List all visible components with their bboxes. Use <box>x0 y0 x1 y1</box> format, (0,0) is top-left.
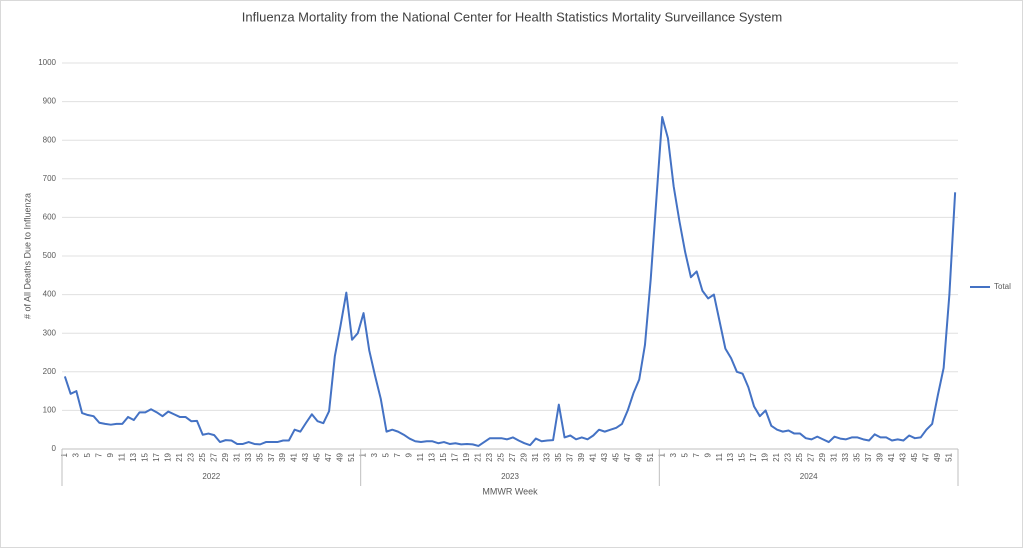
x-tick-label: 41 <box>290 452 299 461</box>
x-tick-label: 47 <box>324 452 333 461</box>
y-tick-label: 600 <box>43 213 57 222</box>
x-tick-label: 15 <box>140 452 149 461</box>
x-tick-label: 9 <box>703 452 712 457</box>
series-line <box>63 116 957 447</box>
x-tick-label: 19 <box>761 452 770 461</box>
x-tick-label: 3 <box>669 452 678 457</box>
x-tick-label: 39 <box>278 452 287 461</box>
x-tick-label: 3 <box>370 452 379 457</box>
x-tick-label: 29 <box>221 452 230 461</box>
x-tick-label: 23 <box>784 452 793 461</box>
x-tick-label: 45 <box>910 452 919 461</box>
x-tick-label: 47 <box>922 452 931 461</box>
y-tick-label: 700 <box>43 174 57 183</box>
x-tick-label: 5 <box>382 452 391 457</box>
x-tick-label: 37 <box>565 452 574 461</box>
x-tick-label: 11 <box>715 452 724 461</box>
y-tick-label: 300 <box>43 328 57 337</box>
x-tick-label: 7 <box>393 452 402 457</box>
y-tick-label: 400 <box>43 290 57 299</box>
x-tick-label: 15 <box>738 452 747 461</box>
x-tick-label: 29 <box>519 452 528 461</box>
x-tick-label: 35 <box>853 452 862 461</box>
x-tick-label: 21 <box>772 452 781 461</box>
x-tick-label: 11 <box>416 452 425 461</box>
x-tick-label: 5 <box>83 452 92 457</box>
y-tick-label: 800 <box>43 135 57 144</box>
y-tick-label: 0 <box>52 444 57 453</box>
x-tick-label: 21 <box>175 452 184 461</box>
x-tick-label: 19 <box>462 452 471 461</box>
x-tick-label: 49 <box>634 452 643 461</box>
y-tick-label: 500 <box>43 251 57 260</box>
x-tick-label: 43 <box>600 452 609 461</box>
y-tick-label: 1000 <box>38 58 56 67</box>
x-tick-label: 33 <box>841 452 850 461</box>
x-tick-label: 25 <box>198 452 207 461</box>
y-tick-label: 100 <box>43 406 57 415</box>
x-tick-label: 45 <box>611 452 620 461</box>
x-tick-label: 43 <box>301 452 310 461</box>
x-tick-label: 17 <box>451 452 460 461</box>
x-tick-label: 27 <box>209 452 218 461</box>
y-tick-label: 200 <box>43 367 57 376</box>
x-tick-label: 1 <box>60 452 69 457</box>
x-tick-label: 37 <box>267 452 276 461</box>
x-tick-label: 1 <box>359 452 368 457</box>
x-tick-label: 51 <box>944 452 953 461</box>
x-tick-label: 41 <box>588 452 597 461</box>
legend-label: Total <box>994 282 1011 291</box>
x-tick-label: 51 <box>347 452 356 461</box>
y-axis-title: # of All Deaths Due to Influenza <box>22 193 32 319</box>
chart-title: Influenza Mortality from the National Ce… <box>242 9 782 24</box>
x-tick-label: 9 <box>405 452 414 457</box>
x-tick-label: 27 <box>508 452 517 461</box>
x-tick-label: 19 <box>163 452 172 461</box>
x-tick-label: 29 <box>818 452 827 461</box>
x-tick-label: 13 <box>428 452 437 461</box>
x-tick-label: 23 <box>186 452 195 461</box>
x-tick-label: 17 <box>152 452 161 461</box>
x-tick-label: 45 <box>313 452 322 461</box>
x-tick-label: 27 <box>807 452 816 461</box>
x-tick-label: 5 <box>680 452 689 457</box>
x-tick-label: 13 <box>129 452 138 461</box>
x-tick-label: 17 <box>749 452 758 461</box>
x-tick-label: 39 <box>876 452 885 461</box>
x-tick-label: 33 <box>244 452 253 461</box>
x-tick-label: 33 <box>542 452 551 461</box>
x-tick-label: 49 <box>336 452 345 461</box>
year-label: 2023 <box>501 472 519 481</box>
x-tick-label: 21 <box>474 452 483 461</box>
x-tick-label: 7 <box>94 452 103 457</box>
x-tick-label: 1 <box>657 452 666 457</box>
x-tick-label: 39 <box>577 452 586 461</box>
year-label: 2024 <box>800 472 818 481</box>
x-tick-label: 11 <box>117 452 126 461</box>
x-tick-label: 31 <box>531 452 540 461</box>
x-tick-label: 51 <box>646 452 655 461</box>
x-tick-label: 35 <box>554 452 563 461</box>
x-tick-label: 9 <box>106 452 115 457</box>
x-tick-label: 15 <box>439 452 448 461</box>
x-tick-label: 31 <box>232 452 241 461</box>
x-axis-title: MMWR Week <box>482 486 538 496</box>
x-tick-label: 23 <box>485 452 494 461</box>
year-label: 2022 <box>202 472 220 481</box>
x-tick-label: 41 <box>887 452 896 461</box>
x-tick-label: 47 <box>623 452 632 461</box>
x-tick-label: 49 <box>933 452 942 461</box>
x-tick-label: 31 <box>830 452 839 461</box>
x-tick-label: 7 <box>692 452 701 457</box>
x-tick-label: 43 <box>899 452 908 461</box>
x-tick-label: 37 <box>864 452 873 461</box>
x-tick-label: 35 <box>255 452 264 461</box>
y-tick-label: 900 <box>43 97 57 106</box>
x-tick-label: 3 <box>71 452 80 457</box>
x-tick-label: 25 <box>496 452 505 461</box>
x-tick-label: 25 <box>795 452 804 461</box>
x-tick-label: 13 <box>726 452 735 461</box>
